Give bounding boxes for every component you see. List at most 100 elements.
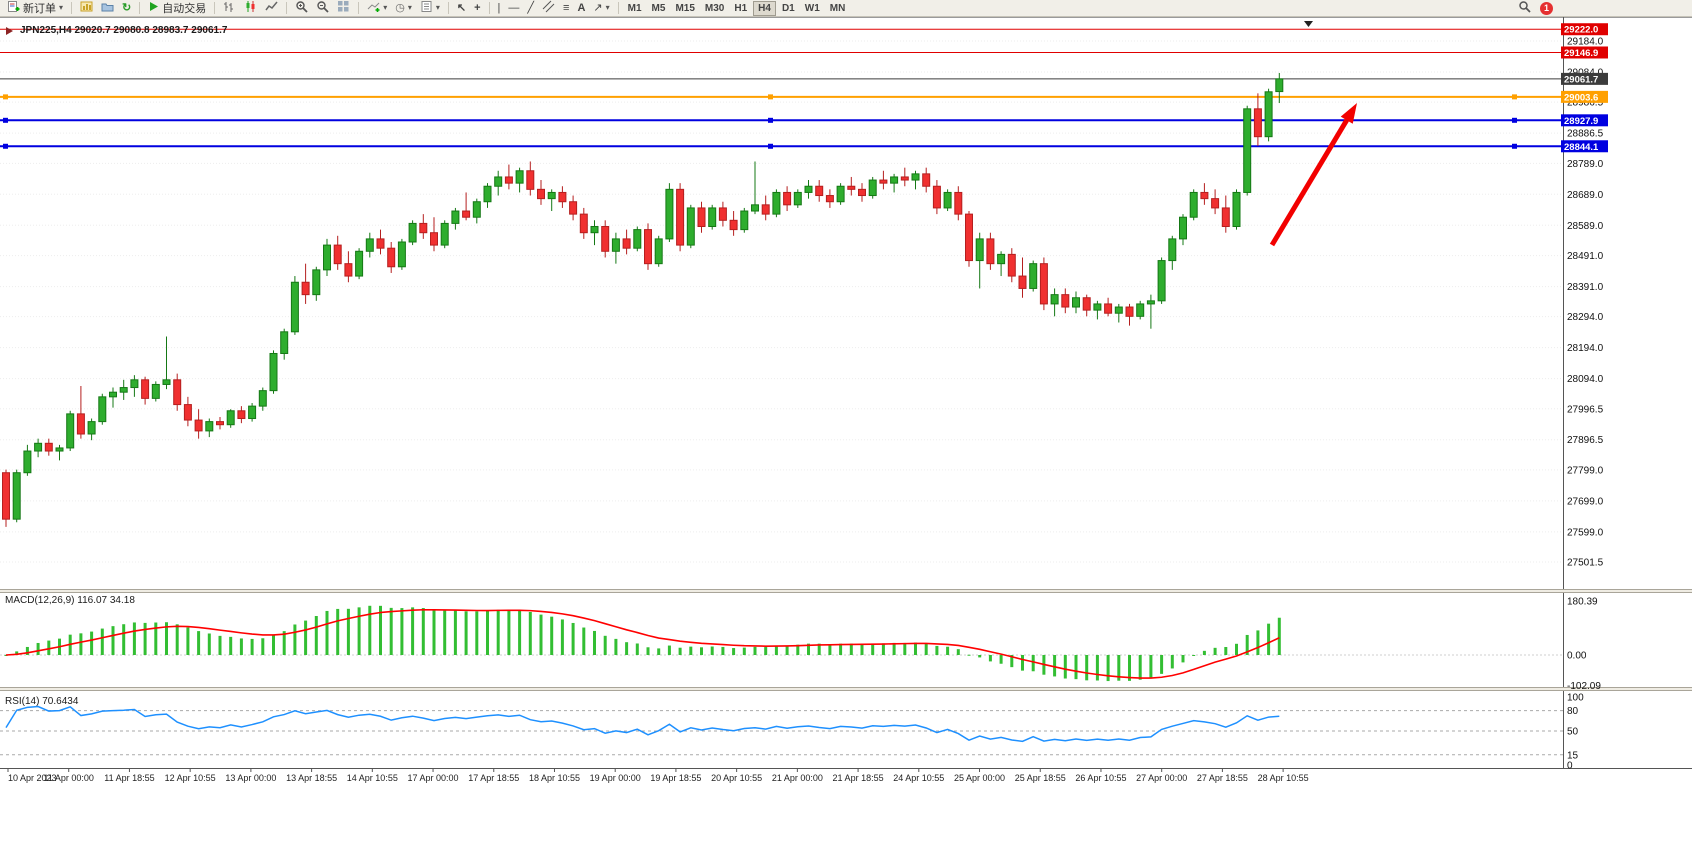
macd-histogram-bar	[464, 611, 468, 655]
text-tool-button[interactable]: A	[574, 1, 588, 16]
bar-chart-icon	[223, 0, 236, 16]
splitter-macd-rsi[interactable]	[0, 687, 1692, 691]
chart-shift-marker[interactable]	[1304, 21, 1313, 27]
channel-button[interactable]	[539, 0, 558, 16]
candle-body	[708, 207, 717, 228]
candle-body	[868, 179, 877, 197]
trendline-button[interactable]: ╱	[524, 1, 537, 16]
price-axis-label: 28491.0	[1567, 251, 1604, 262]
tab-timeframe-d1[interactable]: D1	[781, 2, 795, 14]
bar-chart-button[interactable]	[220, 1, 239, 16]
indicators-icon	[367, 0, 380, 16]
candle-body	[1029, 263, 1038, 289]
macd-histogram-bar	[528, 611, 532, 655]
macd-histogram-bar	[849, 643, 853, 655]
tab-timeframe-m15[interactable]: M15	[675, 2, 695, 14]
candle-body	[440, 222, 449, 246]
candle-body	[547, 191, 556, 200]
fibonacci-button[interactable]: ≡	[560, 1, 572, 16]
tab-timeframe-h4[interactable]: H4	[753, 0, 776, 16]
line-handle[interactable]	[768, 94, 773, 100]
candlestick-chart-button[interactable]	[241, 1, 260, 16]
tab-timeframe-w1[interactable]: W1	[804, 2, 820, 14]
line-handle[interactable]	[3, 94, 8, 100]
zoom-out-button[interactable]	[313, 1, 332, 16]
chart-window[interactable]: 29184.029084.028986.528886.528789.028689…	[0, 17, 1692, 849]
indicators-button[interactable]: ▾	[364, 1, 390, 16]
macd-histogram-bar	[646, 647, 650, 655]
line-handle[interactable]	[768, 143, 773, 149]
one-click-trading-toggle[interactable]	[6, 27, 13, 35]
line-chart-button[interactable]	[262, 1, 281, 16]
candle-body	[537, 188, 545, 200]
tile-windows-button[interactable]	[334, 1, 353, 16]
tab-timeframe-m30[interactable]: M30	[704, 2, 725, 14]
splitter-main-macd[interactable]	[0, 589, 1692, 593]
candle-body	[932, 185, 941, 209]
cursor-button[interactable]: ↖	[454, 1, 469, 16]
toolbar-separator	[488, 2, 490, 14]
candle-body	[301, 281, 310, 296]
candle-body	[1189, 191, 1198, 218]
new-order-button[interactable]: 新订单 ▾	[4, 1, 66, 16]
candle-body	[1253, 108, 1262, 138]
macd-histogram-bar	[1256, 630, 1260, 655]
line-handle[interactable]	[1512, 94, 1517, 100]
macd-histogram-bar	[635, 643, 639, 655]
crosshair-button[interactable]: +	[471, 1, 483, 16]
trend-arrow-head	[1340, 103, 1357, 124]
candle-body	[34, 442, 43, 452]
rsi-scale-label: 80	[1567, 706, 1579, 717]
tab-timeframe-m5[interactable]: M5	[651, 2, 666, 14]
chevron-down-icon: ▾	[407, 3, 412, 12]
candle-body	[858, 188, 866, 197]
arrow-tool-icon: ↗	[593, 1, 603, 14]
new-chart-icon	[80, 0, 93, 16]
line-handle[interactable]	[1512, 143, 1517, 149]
cursor-icon: ↖	[456, 1, 467, 14]
new-order-label: 新订单	[23, 3, 56, 15]
chart-canvas[interactable]: 29184.029084.028986.528886.528789.028689…	[0, 17, 1692, 849]
macd-histogram-bar	[903, 642, 907, 655]
autotrading-button[interactable]: 自动交易	[145, 1, 209, 16]
macd-histogram-bar	[1128, 655, 1131, 681]
periods-button[interactable]: ◷ ▾	[392, 1, 415, 16]
refresh-button[interactable]: ↻	[119, 1, 134, 16]
vertical-line-button[interactable]: |	[495, 1, 504, 16]
toolbar-separator	[71, 2, 73, 14]
time-axis-label: 27 Apr 18:55	[1197, 773, 1248, 783]
search-button[interactable]	[1515, 1, 1534, 16]
horizontal-line-button[interactable]: —	[505, 1, 522, 16]
line-handle[interactable]	[1512, 117, 1517, 123]
candle-body	[408, 222, 417, 243]
line-handle[interactable]	[3, 117, 8, 123]
profiles-button[interactable]	[98, 1, 117, 16]
macd-histogram-bar	[1202, 650, 1206, 655]
time-axis-label: 18 Apr 10:55	[529, 773, 580, 783]
candle-body	[954, 191, 963, 215]
candle-body	[836, 185, 845, 203]
zoom-in-button[interactable]	[292, 1, 311, 16]
search-icon	[1518, 0, 1531, 16]
tab-timeframe-h1[interactable]: H1	[734, 2, 748, 14]
candle-body	[986, 238, 995, 265]
trendline-icon: ╱	[527, 1, 535, 14]
notification-badge[interactable]: 1	[1540, 1, 1553, 15]
candle-body	[825, 195, 834, 203]
macd-histogram-bar	[282, 631, 286, 655]
line-handle[interactable]	[768, 117, 773, 123]
new-chart-button[interactable]	[77, 1, 96, 16]
toolbar-right-group: 1	[1515, 1, 1553, 16]
candle-body	[1050, 294, 1059, 305]
time-axis-label: 17 Apr 18:55	[468, 773, 519, 783]
macd-histogram-bar	[678, 647, 682, 655]
arrows-tool-button[interactable]: ↗ ▾	[590, 1, 612, 16]
macd-histogram-bar	[207, 633, 211, 655]
candle-body	[622, 238, 631, 249]
templates-button[interactable]: ▾	[417, 1, 443, 16]
tab-timeframe-mn[interactable]: MN	[829, 2, 846, 14]
line-handle[interactable]	[3, 143, 8, 149]
macd-histogram-bar	[496, 609, 500, 655]
candle-body	[1200, 191, 1209, 200]
tab-timeframe-m1[interactable]: M1	[627, 2, 642, 14]
